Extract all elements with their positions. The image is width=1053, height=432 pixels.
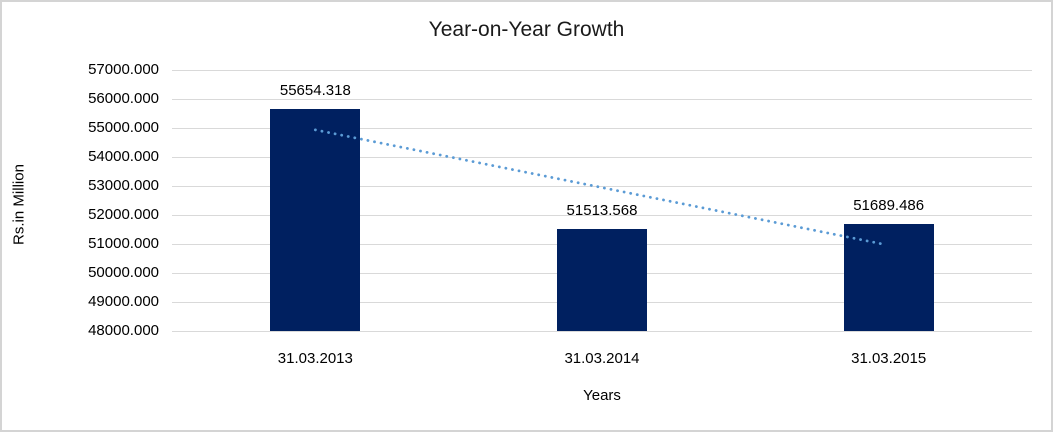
y-tick-label: 56000.000 <box>88 90 159 107</box>
gridline <box>172 70 1032 71</box>
bar <box>557 229 647 331</box>
bar <box>843 224 934 331</box>
gridline <box>172 331 1032 332</box>
bar <box>270 109 361 331</box>
x-tick-label: 31.03.2013 <box>277 350 353 367</box>
bar-value-label: 55654.318 <box>279 82 351 100</box>
bar-value-label: 51689.486 <box>853 197 925 214</box>
y-tick-label: 57000.000 <box>88 61 159 78</box>
y-tick-label: 49000.000 <box>88 293 159 310</box>
x-axis-title: Years <box>583 387 621 404</box>
x-tick-label: 31.03.2014 <box>564 350 640 367</box>
y-tick-label: 48000.000 <box>88 322 159 339</box>
bar-value-label: 51513.568 <box>566 202 638 220</box>
y-tick-label: 55000.000 <box>88 119 159 136</box>
y-tick-label: 53000.000 <box>88 177 159 194</box>
y-tick-label: 50000.000 <box>88 264 159 281</box>
x-tick-label: 31.03.2015 <box>851 350 927 367</box>
y-tick-label: 54000.000 <box>88 148 159 165</box>
y-tick-label: 51000.000 <box>88 235 159 252</box>
chart-title: Year-on-Year Growth <box>428 18 625 41</box>
y-tick-label: 52000.000 <box>88 206 159 223</box>
gridline <box>172 99 1032 100</box>
